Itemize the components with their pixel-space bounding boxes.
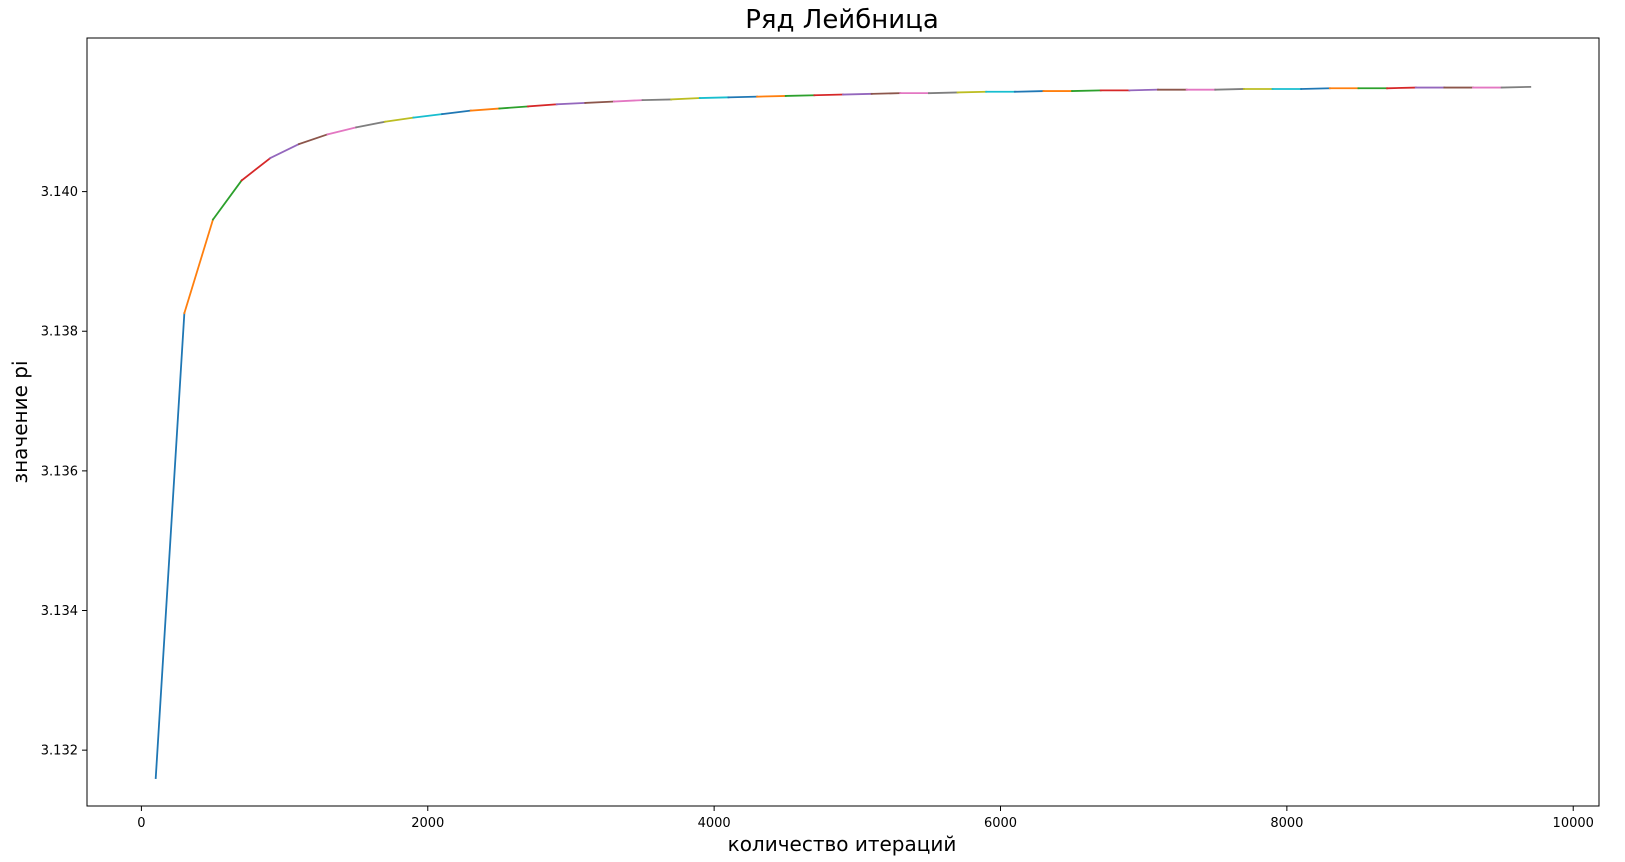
- y-tick-label: 3.138: [41, 325, 78, 340]
- y-axis-label: значение pi: [8, 360, 32, 483]
- series-segment-4: [269, 142, 301, 160]
- series-segment-23: [813, 93, 844, 97]
- series-segment-5: [297, 133, 329, 146]
- series-segment-34: [1128, 88, 1159, 92]
- series-segment-24: [842, 92, 873, 96]
- series-segment-2: [211, 179, 243, 221]
- series-segment-22: [784, 94, 816, 97]
- y-tick-label: 3.140: [41, 185, 78, 200]
- x-tick-label: 8000: [1270, 816, 1303, 831]
- x-axis: 0 2000 4000 6000 8000 10000: [137, 806, 1594, 831]
- y-tick-label: 3.134: [41, 604, 78, 619]
- series-segment-17: [641, 98, 673, 102]
- series-segment-8: [383, 116, 415, 123]
- series-segment-6: [326, 126, 358, 136]
- y-tick-label: 3.132: [41, 744, 78, 759]
- series-segment-19: [698, 96, 730, 99]
- series-segment-43: [1386, 86, 1417, 90]
- x-tick-label: 0: [137, 816, 145, 831]
- series-segment-1: [183, 218, 215, 315]
- y-tick-label: 3.136: [41, 464, 78, 479]
- x-tick-label: 2000: [411, 816, 444, 831]
- series-segment-40: [1300, 87, 1331, 90]
- plot-frame: [86, 37, 1600, 807]
- series-segment-16: [612, 99, 644, 103]
- series-segment-7: [355, 120, 386, 129]
- series-segment-27: [927, 91, 959, 95]
- x-axis-label: количество итераций: [728, 832, 957, 856]
- x-tick-label: 10000: [1553, 816, 1594, 831]
- series-segment-20: [727, 95, 759, 99]
- series-segment-25: [870, 92, 902, 95]
- series-segment-28: [956, 90, 988, 94]
- series-segment-13: [527, 103, 558, 108]
- x-tick-label: 4000: [698, 816, 731, 831]
- series-segment-32: [1071, 89, 1102, 92]
- series-segment-14: [555, 101, 587, 106]
- series-segment-37: [1214, 88, 1245, 91]
- series-segment-11: [469, 107, 501, 112]
- y-axis: 3.132 3.134 3.136 3.138 3.140: [41, 185, 87, 759]
- series-segment-21: [756, 95, 787, 98]
- series-layer: [154, 85, 1532, 780]
- series-segment-9: [412, 113, 444, 119]
- series-segment-12: [498, 105, 529, 110]
- series-segment-18: [670, 97, 701, 101]
- x-tick-label: 6000: [984, 816, 1017, 831]
- series-segment-10: [441, 109, 472, 116]
- chart-title: Ряд Лейбница: [745, 5, 939, 35]
- series-segment-0: [154, 312, 186, 780]
- series-segment-3: [240, 156, 272, 182]
- series-segment-30: [1013, 90, 1045, 93]
- series-segment-47: [1500, 85, 1532, 89]
- series-segment-15: [584, 100, 615, 104]
